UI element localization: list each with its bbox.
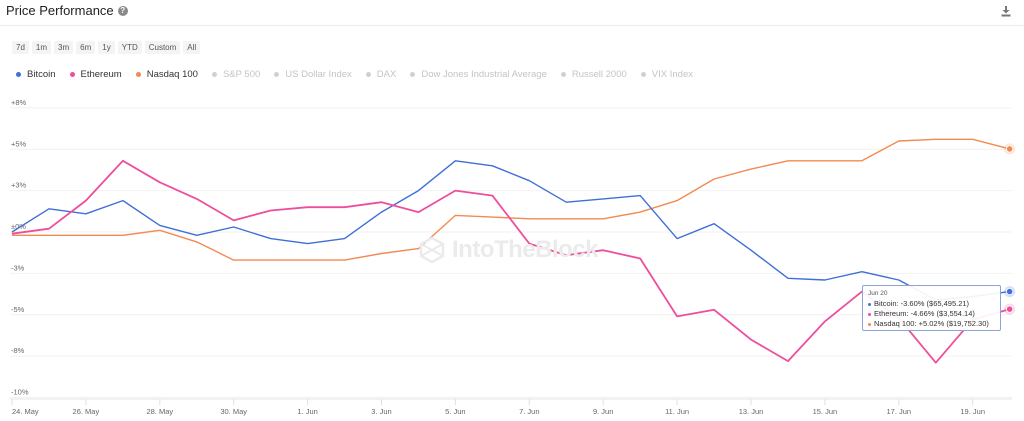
tooltip-row-nasdaq: Nasdaq 100: +5.02% ($19,752.30)	[868, 319, 995, 329]
line-chart: +8% +5% +3% ±0% -3% -5% -8% -10% 24. May 26. May 2…	[10, 98, 1016, 416]
x-tick-label: 26. May	[73, 407, 100, 416]
x-tick-label: 17. Jun	[886, 407, 911, 416]
x-tick-label: 19. Jun	[960, 407, 985, 416]
y-tick-label: -8%	[11, 346, 25, 355]
range-selector: 7d 1m 3m 6m 1y YTD Custom All	[12, 41, 201, 54]
x-tick-label: 3. Jun	[371, 407, 391, 416]
x-tick-label: 30. May	[220, 407, 247, 416]
legend-label: Russell 2000	[571, 69, 627, 80]
legend-dot-icon	[365, 72, 371, 77]
legend-item-us-dollar-index[interactable]: US Dollar Index	[274, 69, 352, 80]
help-icon[interactable]: ?	[117, 5, 128, 16]
tooltip-row-bitcoin: Bitcoin: -3.60% ($65,495.21)	[868, 299, 995, 309]
x-tick-label: 1. Jun	[297, 407, 317, 416]
legend-dot-icon	[560, 72, 566, 77]
series-line-nasdaq-100[interactable]	[12, 138, 1010, 261]
series-line-bitcoin[interactable]	[11, 160, 1010, 301]
chart-tooltip: Jun 20 Bitcoin: -3.60% ($65,495.21) Ethe…	[862, 285, 1001, 331]
data-point-marker[interactable]	[1006, 305, 1014, 313]
legend-item-dow-jones-industrial-average[interactable]: Dow Jones Industrial Average	[410, 69, 547, 80]
legend-label: S&P 500	[222, 69, 261, 80]
legend-label: Bitcoin	[27, 69, 56, 80]
legend-item-vix-index[interactable]: VIX Index	[640, 69, 693, 80]
y-tick-label: ±0%	[11, 222, 26, 231]
legend-dot-icon	[135, 72, 141, 77]
legend-label: VIX Index	[651, 69, 693, 80]
x-tick-label: 13. Jun	[739, 407, 764, 416]
x-tick-label: 24. May	[12, 407, 39, 416]
ethereum-dot-icon	[868, 312, 871, 316]
tooltip-ethereum-value: Ethereum: -4.66% ($3,554.14)	[874, 309, 975, 318]
tooltip-bitcoin-value: Bitcoin: -3.60% ($65,495.21)	[874, 299, 970, 308]
legend-dot-icon	[410, 72, 416, 77]
nasdaq-dot-icon	[868, 322, 871, 326]
download-icon[interactable]	[1000, 5, 1012, 17]
title-text: Price Performance	[6, 3, 114, 18]
y-tick-label: +8%	[11, 98, 27, 107]
tooltip-date: Jun 20	[868, 290, 888, 297]
data-point-marker[interactable]	[1006, 145, 1014, 153]
x-tick-label: 15. Jun	[813, 407, 838, 416]
legend-item-nasdaq-100[interactable]: Nasdaq 100	[135, 69, 198, 80]
y-tick-label: +3%	[11, 181, 27, 190]
range-custom[interactable]: Custom	[144, 41, 181, 54]
watermark-logo-icon	[419, 236, 445, 264]
legend-label: DAX	[376, 69, 397, 80]
y-tick-label: -10%	[11, 388, 29, 397]
watermark: IntoTheBlock	[418, 236, 599, 264]
legend-label: Nasdaq 100	[146, 69, 198, 80]
legend-label: Ethereum	[80, 69, 122, 80]
range-1y[interactable]: 1y	[98, 41, 115, 54]
legend-label: US Dollar Index	[285, 69, 352, 80]
legend-item-s-p-500[interactable]: S&P 500	[211, 69, 261, 80]
range-7d[interactable]: 7d	[12, 41, 29, 54]
x-tick-label: 11. Jun	[665, 407, 689, 416]
x-tick-label: 28. May	[146, 407, 173, 416]
range-1m[interactable]: 1m	[31, 41, 52, 54]
legend-item-russell-2000[interactable]: Russell 2000	[560, 69, 627, 80]
x-tick-label: 5. Jun	[445, 407, 465, 416]
legend-dot-icon	[16, 72, 21, 77]
data-point-marker[interactable]	[1006, 287, 1014, 296]
y-tick-label: +5%	[11, 139, 27, 148]
legend-dot-icon	[211, 72, 217, 77]
page-title: Price Performance ?	[6, 3, 128, 18]
y-tick-label: -5%	[11, 305, 25, 314]
range-6m[interactable]: 6m	[76, 41, 96, 54]
range-3m[interactable]: 3m	[54, 41, 74, 54]
range-ytd[interactable]: YTD	[117, 41, 142, 54]
legend-label: Dow Jones Industrial Average	[421, 69, 547, 80]
legend-dot-icon	[69, 72, 75, 77]
x-tick-label: 7. Jun	[519, 407, 539, 416]
chart-header: Price Performance ?	[0, 0, 1024, 26]
chart-legend: Bitcoin Ethereum Nasdaq 100 S&P 500 US Dolla…	[16, 69, 693, 80]
bitcoin-dot-icon	[868, 302, 871, 306]
range-all[interactable]: All	[183, 41, 201, 54]
x-tick-label: 9. Jun	[593, 407, 613, 416]
legend-dot-icon	[274, 72, 280, 77]
y-tick-label: -3%	[11, 263, 25, 272]
legend-dot-icon	[640, 72, 646, 77]
tooltip-row-ethereum: Ethereum: -4.66% ($3,554.14)	[868, 309, 995, 319]
legend-item-bitcoin[interactable]: Bitcoin	[16, 69, 56, 80]
watermark-text: IntoTheBlock	[452, 236, 599, 263]
tooltip-nasdaq-value: Nasdaq 100: +5.02% ($19,752.30)	[874, 319, 989, 328]
series-line-ethereum[interactable]	[11, 159, 1010, 364]
legend-item-dax[interactable]: DAX	[365, 69, 397, 80]
legend-item-ethereum[interactable]: Ethereum	[69, 69, 122, 80]
